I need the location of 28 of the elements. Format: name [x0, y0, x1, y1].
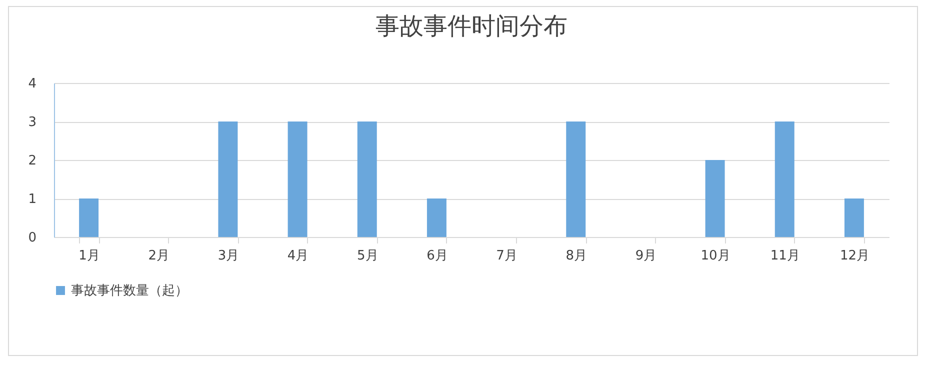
x-tick-label: 9月 — [635, 248, 657, 264]
bar — [79, 198, 99, 237]
x-tick-label: 7月 — [496, 248, 518, 264]
bar — [218, 122, 238, 237]
x-tick-label: 2月 — [148, 248, 170, 264]
x-tick-label: 12月 — [840, 248, 870, 264]
bar — [705, 160, 725, 237]
x-tick-label: 11月 — [770, 248, 800, 264]
bar — [288, 122, 308, 237]
bar — [774, 122, 794, 237]
y-tick-label: 2 — [28, 154, 36, 168]
y-tick-label: 4 — [28, 76, 36, 92]
y-tick-label: 3 — [28, 115, 36, 130]
x-tick-label: 1月 — [78, 248, 100, 264]
bar — [844, 198, 864, 237]
bar — [566, 122, 586, 237]
bar — [426, 198, 446, 237]
y-tick-label: 1 — [28, 192, 36, 207]
x-tick-label: 5月 — [356, 248, 378, 264]
x-tick-label: 3月 — [218, 248, 240, 264]
y-tick-label: 0 — [28, 230, 36, 246]
x-tick-label: 8月 — [566, 248, 588, 264]
x-tick-label: 6月 — [426, 248, 448, 264]
x-tick-label: 10月 — [700, 248, 730, 264]
legend-label: 事故事件数量（起） — [71, 284, 188, 298]
chart-title: 事故事件时间分布 — [376, 12, 568, 40]
bar — [357, 122, 377, 237]
x-tick-label: 4月 — [287, 248, 309, 264]
